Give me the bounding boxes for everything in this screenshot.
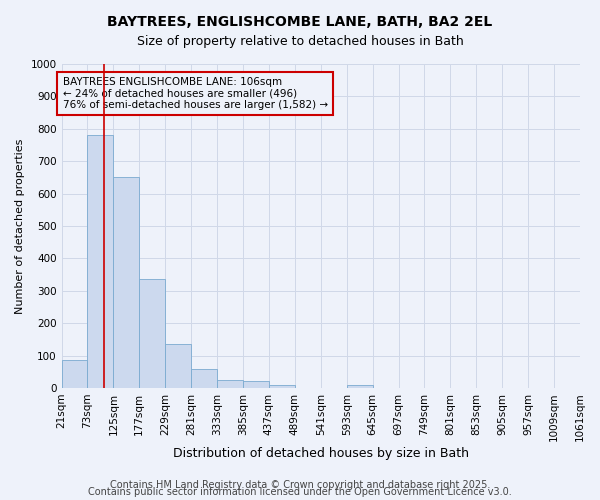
Bar — [217, 380, 243, 388]
Bar — [269, 384, 295, 388]
Bar — [113, 178, 139, 388]
Text: BAYTREES, ENGLISHCOMBE LANE, BATH, BA2 2EL: BAYTREES, ENGLISHCOMBE LANE, BATH, BA2 2… — [107, 15, 493, 29]
Bar — [139, 280, 165, 388]
Y-axis label: Number of detached properties: Number of detached properties — [15, 138, 25, 314]
X-axis label: Distribution of detached houses by size in Bath: Distribution of detached houses by size … — [173, 447, 469, 460]
Bar — [243, 382, 269, 388]
Text: Contains public sector information licensed under the Open Government Licence v3: Contains public sector information licen… — [88, 487, 512, 497]
Bar — [191, 368, 217, 388]
Text: BAYTREES ENGLISHCOMBE LANE: 106sqm
← 24% of detached houses are smaller (496)
76: BAYTREES ENGLISHCOMBE LANE: 106sqm ← 24%… — [62, 77, 328, 110]
Bar — [62, 360, 88, 388]
Bar — [88, 136, 113, 388]
Text: Size of property relative to detached houses in Bath: Size of property relative to detached ho… — [137, 35, 463, 48]
Bar — [347, 384, 373, 388]
Bar — [165, 344, 191, 388]
Text: Contains HM Land Registry data © Crown copyright and database right 2025.: Contains HM Land Registry data © Crown c… — [110, 480, 490, 490]
